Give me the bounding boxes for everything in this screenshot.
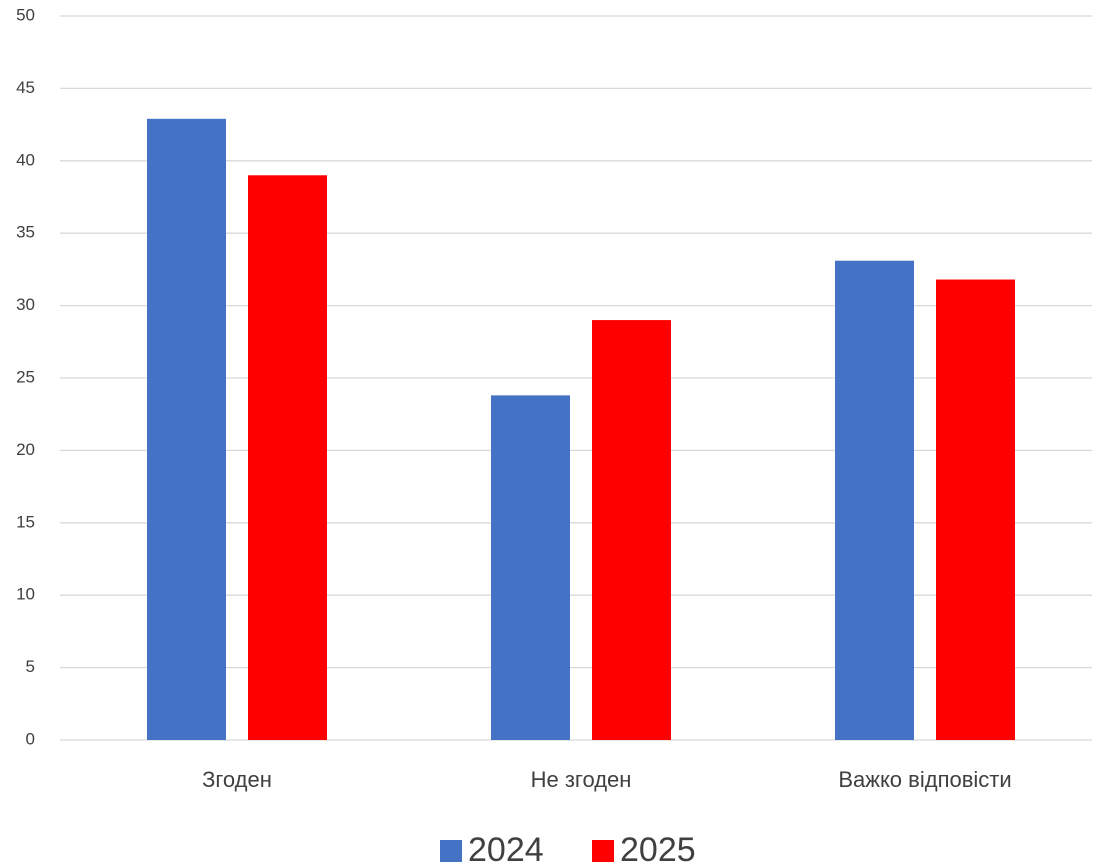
- bar: [248, 175, 327, 740]
- legend-swatch: [592, 840, 614, 862]
- bar: [936, 279, 1015, 740]
- y-tick-label: 5: [26, 657, 35, 676]
- y-tick-label: 45: [16, 78, 35, 97]
- y-tick-label: 15: [16, 512, 35, 531]
- bar: [592, 320, 671, 740]
- y-tick-label: 20: [16, 440, 35, 459]
- bar: [835, 260, 914, 740]
- x-tick-label: Не згоден: [531, 767, 632, 792]
- x-tick-label: Важко відповісти: [838, 767, 1011, 792]
- y-tick-label: 25: [16, 367, 35, 386]
- y-tick-label: 30: [16, 295, 35, 314]
- legend-swatch: [440, 840, 462, 862]
- y-tick-label: 50: [16, 5, 35, 24]
- legend-label: 2025: [620, 831, 696, 867]
- x-tick-label: Згоден: [202, 767, 272, 792]
- bar: [147, 118, 226, 741]
- y-tick-label: 35: [16, 223, 35, 242]
- legend-label: 2024: [468, 831, 544, 867]
- y-tick-label: 40: [16, 150, 35, 169]
- y-tick-label: 10: [16, 585, 35, 604]
- bar: [491, 395, 570, 740]
- y-tick-label: 0: [26, 729, 35, 748]
